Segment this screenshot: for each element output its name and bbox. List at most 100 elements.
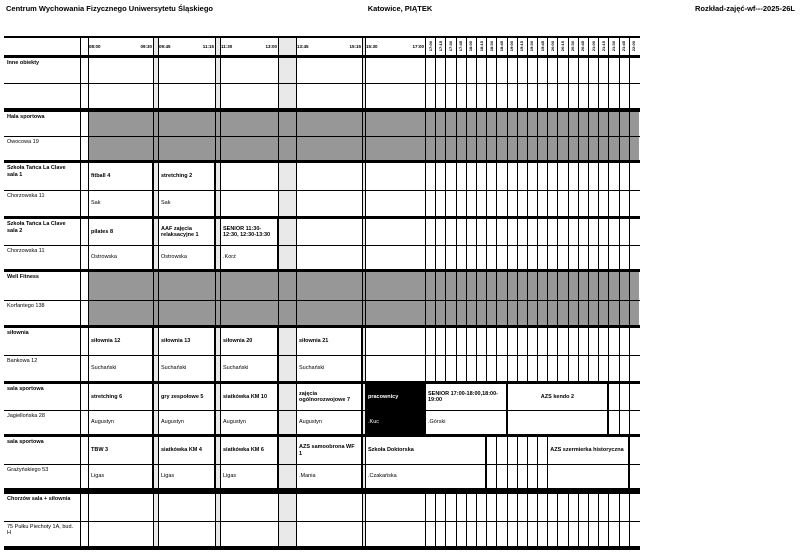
grid-line [598,38,600,55]
grid-line [557,163,559,216]
class-cell: siatkówka KM 6 Ligas [220,437,278,488]
time-slot-label: 15:30 17:00 [366,38,424,55]
grid-line [80,272,81,325]
grid-line [557,494,559,546]
quarter-time-text: 18:00 [468,41,474,52]
class-instructor: Ligas [161,473,175,479]
grid-line [425,163,426,216]
grid-line [475,328,477,381]
grid-line [88,494,89,546]
facility-address: Korfantego 138 [7,303,45,309]
grid-line [628,272,630,325]
quarter-time-label: 17:30 [445,38,455,55]
row-divider [4,410,640,411]
grid-line [296,272,297,325]
time-slot-label: 11:30 13:00 [221,38,277,55]
facility-address: Chorzowska 11 [7,248,45,254]
grid-line [80,219,81,269]
class-cell: AZS szermierka historyczna [547,437,629,488]
grid-line [628,494,630,546]
grid-line [365,163,366,216]
grid-line [215,219,216,269]
grid-line [537,494,539,546]
grid-line [278,163,279,216]
section-border [4,108,640,112]
grid-line [628,384,630,434]
quarter-time-text: 18:15 [478,41,484,52]
facility-row: siłownia 12 Suchański siłownia 13 Suchański… [4,328,640,381]
grid-line [547,272,549,325]
grid-line [506,38,508,55]
grid-line [362,163,363,216]
class-title: SENIOR 17:00-18:00,18:00-19:00 [428,390,499,404]
row-divider [4,136,640,137]
class-cell: siłownia 20 Suchański [220,328,278,381]
section-border [4,546,640,550]
grid-line [455,328,457,381]
grid-line [598,494,600,546]
gap-column [362,219,365,269]
quarter-time-text: 20:30 [570,41,576,52]
grid-line [362,494,363,546]
grid-line [153,38,154,55]
grid-line [547,163,549,216]
quarter-time-text: 21:30 [611,41,617,52]
row-divider [4,245,640,246]
facility-address: 75 Pułku Piechoty 1A, bud. H [7,524,74,536]
quarter-time-label: 19:15 [517,38,527,55]
grid-line [220,163,221,216]
grid-line [465,219,467,269]
grid-line [567,163,569,216]
grid-line [425,38,426,55]
quarter-time-text: 21:45 [621,41,627,52]
blocked-band [88,272,639,325]
grid-line [577,219,579,269]
class-title: siatkówka KM 6 [223,447,264,454]
grid-line [557,328,559,381]
grid-line [516,38,518,55]
grid-line [588,272,590,325]
facility-row: Chorzów sala + siłownia 75 Pułku Piechoty… [4,494,640,546]
slot-start-time: 08:00 [89,44,101,49]
row-divider [4,521,640,522]
grid-line [475,494,477,546]
facility-address: Bankowa 12 [7,358,38,364]
section-border [4,434,640,437]
gap-column [215,163,220,216]
slot-end-time: 13:00 [265,44,277,49]
class-title: zajęcia ogólnorozwojowe 7 [299,390,351,404]
grid-line [618,272,620,325]
grid-line [278,384,279,434]
time-slot-label: 09:45 11:15 [159,38,214,55]
row-divider [4,355,640,356]
facility-address: Chorzowska 11 [7,193,45,199]
slot-end-time: 11:15 [202,44,214,49]
quarter-time-label: 22:00 [629,38,639,55]
grid-line [608,38,610,55]
grid-line [567,328,569,381]
facility-row: Inne obiekty [4,58,640,108]
grid-line [608,494,610,546]
quarter-time-label: 18:30 [486,38,496,55]
gap-column [362,384,365,434]
grid-line [618,38,620,55]
grid-line [506,494,508,546]
class-instructor: .Kuc [368,419,380,425]
grid-line [215,38,216,55]
grid-line [577,328,579,381]
grid-line [537,163,539,216]
grid-line [608,328,610,381]
grid-line [445,328,447,381]
facility-name: Szkoła Tańca La Clave sala 1 [7,165,66,178]
section-border [4,160,640,163]
grid-line [475,38,477,55]
gap-column [362,328,365,381]
grid-line [516,272,518,325]
gap-column [153,219,158,269]
quarter-time-text: 20:15 [560,41,566,52]
class-title: siłownia 21 [299,338,329,345]
slot-start-time: 15:30 [366,44,378,49]
class-instructor: Suchański [223,365,249,371]
gap-column [153,163,158,216]
